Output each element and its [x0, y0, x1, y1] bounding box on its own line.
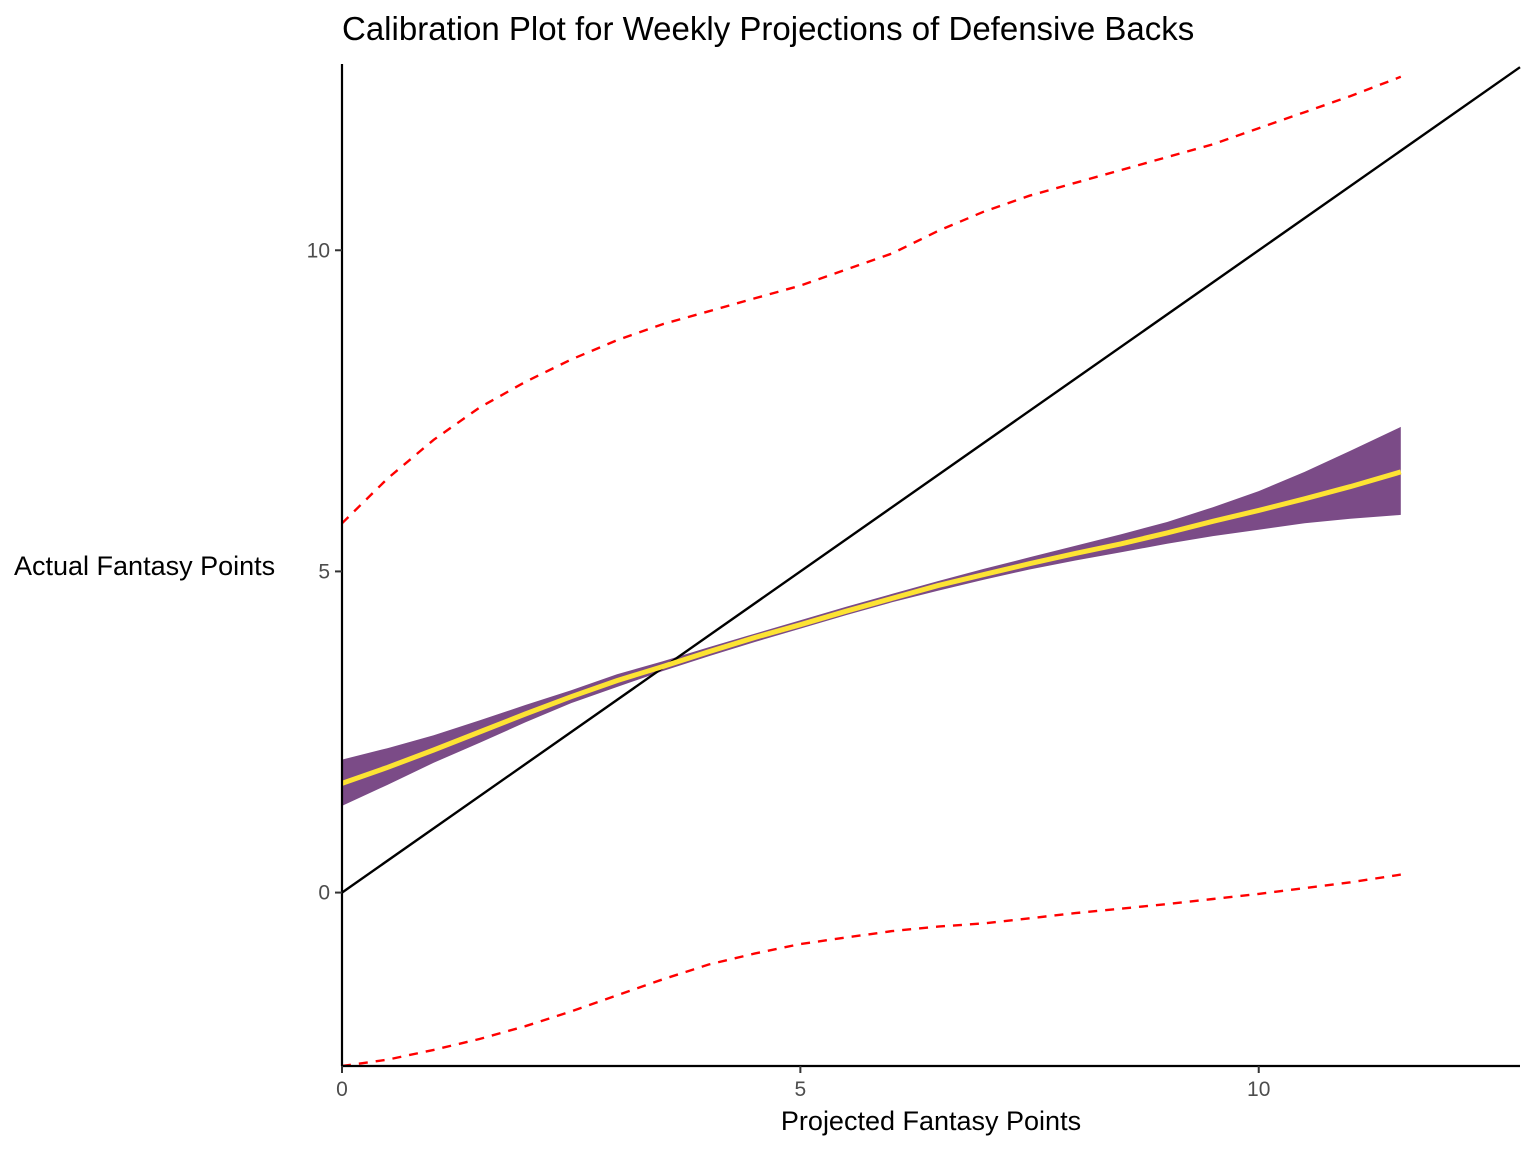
- y-tick-label: 10: [307, 239, 330, 262]
- x-tick-label: 0: [336, 1078, 348, 1101]
- chart-title: Calibration Plot for Weekly Projections …: [342, 10, 1194, 47]
- prediction-upper-line: [341, 75, 1402, 525]
- identity-line: [341, 66, 1521, 894]
- y-axis-title: Actual Fantasy Points: [14, 551, 275, 581]
- x-axis-title: Projected Fantasy Points: [781, 1106, 1081, 1136]
- axis-ticks: 0 5 10 0 5 10: [307, 239, 1271, 1101]
- y-tick-label: 5: [318, 560, 330, 583]
- smooth-fit-line: [341, 469, 1402, 786]
- x-tick-label: 5: [795, 1078, 807, 1101]
- confidence-band: [342, 426, 1401, 806]
- plot-area: [341, 66, 1521, 1068]
- x-tick-label: 10: [1247, 1078, 1270, 1101]
- y-tick-label: 0: [318, 882, 330, 905]
- prediction-lower-line: [341, 873, 1401, 1068]
